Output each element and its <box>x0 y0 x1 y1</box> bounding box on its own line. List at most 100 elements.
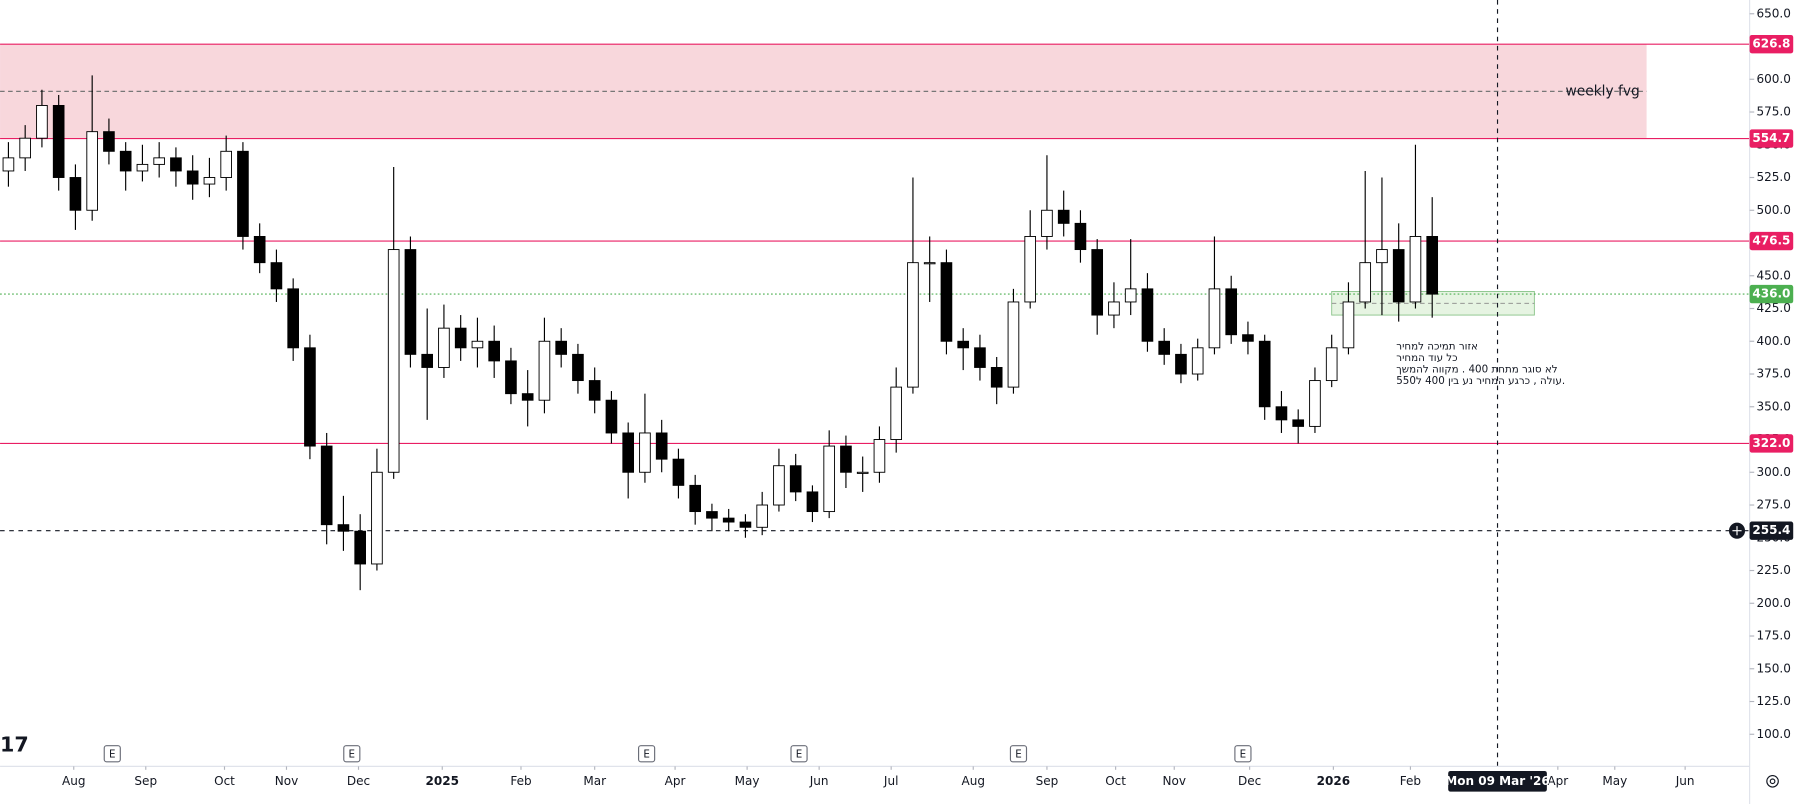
fvg-label: weekly fvg <box>1566 83 1640 99</box>
candle-body <box>957 340 970 349</box>
x-tick-label: Sep <box>1036 774 1059 788</box>
x-tick-label: Jun <box>1675 774 1695 788</box>
candle-body <box>521 393 534 401</box>
candle-body <box>1057 209 1070 224</box>
candle-body <box>538 340 551 401</box>
candle-body <box>1124 288 1137 303</box>
x-tick-label: Dec <box>347 774 370 788</box>
crosshair-x-label: Mon 09 Mar '26 <box>1445 774 1550 788</box>
candle-body <box>153 157 165 165</box>
earnings-label: E <box>1240 748 1247 760</box>
candle-body <box>655 432 668 460</box>
candle-body <box>739 521 752 528</box>
crosshair-y-label: 255.4 <box>1752 523 1790 537</box>
candle-body <box>907 262 919 388</box>
candle-body <box>103 131 115 152</box>
x-tick-label: Jun <box>809 774 829 788</box>
x-tick-label: May <box>1602 774 1627 788</box>
x-tick-label: Oct <box>214 774 235 788</box>
level-label: 322.0 <box>1752 436 1790 450</box>
level-label: 554.7 <box>1752 131 1790 145</box>
candle-body <box>1225 288 1238 336</box>
candle-body <box>1426 236 1439 295</box>
earnings-marker <box>638 745 656 763</box>
earnings-label: E <box>1015 748 1022 760</box>
level-badge <box>1749 34 1794 54</box>
earnings-label: E <box>796 748 803 760</box>
x-tick-label: 2025 <box>426 774 460 788</box>
level-label: 626.8 <box>1752 37 1790 51</box>
candle-body <box>1024 236 1037 303</box>
y-tick-label: 500.0 <box>1756 203 1790 217</box>
candle-body <box>1376 249 1388 264</box>
candle-body <box>1208 288 1221 349</box>
y-tick-label: 175.0 <box>1756 629 1790 643</box>
annotation-text: לא סוגר מתחת 400 . מקווה להמשך <box>1396 363 1558 375</box>
earnings-marker <box>790 745 808 763</box>
level-label: 476.5 <box>1752 234 1790 248</box>
candle-body <box>806 491 819 513</box>
candle-body <box>421 353 434 368</box>
candle-body <box>320 445 333 526</box>
candle-body <box>1191 347 1204 375</box>
candle-body <box>136 163 149 172</box>
candle-body <box>1141 288 1154 342</box>
candle-body <box>789 465 802 493</box>
candle-body <box>86 131 98 211</box>
x-tick-label: Aug <box>62 774 86 788</box>
earnings-marker <box>1234 745 1252 763</box>
candle-body <box>1392 249 1405 303</box>
candle-body <box>856 471 869 474</box>
level-badge <box>1749 129 1794 148</box>
candle-body <box>672 458 685 486</box>
annotation-text: אזור תמיכה למחיר <box>1396 340 1478 352</box>
earnings-label: E <box>109 748 116 760</box>
candle-body <box>52 104 65 178</box>
candle-body <box>438 327 450 368</box>
candle-body <box>1309 380 1321 427</box>
candle-body <box>2 157 15 172</box>
settings-icon-core <box>1769 778 1776 785</box>
candle-body <box>1041 209 1053 237</box>
y-tick-label: 200.0 <box>1756 596 1790 610</box>
earnings-marker <box>103 745 121 763</box>
candle-body <box>1242 334 1254 342</box>
y-tick-label: 525.0 <box>1756 170 1790 184</box>
candle-body <box>840 445 852 473</box>
candle-body <box>1258 340 1271 408</box>
candle-body <box>940 262 953 342</box>
x-tick-label: Jul <box>883 774 899 788</box>
candle-body <box>873 439 886 473</box>
candle-body <box>923 262 936 265</box>
candle-body <box>253 236 266 264</box>
candle-body <box>170 157 182 172</box>
candle-body <box>19 137 31 159</box>
candle-body <box>622 432 635 473</box>
y-tick-label: 375.0 <box>1756 367 1790 381</box>
candle-body <box>974 347 986 368</box>
settings-icon[interactable] <box>1766 774 1779 788</box>
x-tick-label: Nov <box>1163 774 1186 788</box>
x-tick-label: Apr <box>665 774 686 788</box>
candle-body <box>186 170 199 185</box>
earnings-label: E <box>643 748 650 760</box>
x-tick-label: Aug <box>961 774 985 788</box>
y-tick-label: 450.0 <box>1756 268 1790 282</box>
candle-body <box>505 360 517 395</box>
y-tick-label: 225.0 <box>1756 563 1790 577</box>
candle-body <box>1292 419 1305 427</box>
candle-body <box>1275 406 1288 421</box>
x-tick-label: Mar <box>583 774 606 788</box>
candle-body <box>1091 249 1104 316</box>
candle-body <box>404 249 417 355</box>
candle-body <box>237 150 249 237</box>
y-tick-label: 125.0 <box>1756 694 1790 708</box>
y-tick-label: 425.0 <box>1756 301 1790 315</box>
candle-body <box>890 386 903 440</box>
candle-body <box>773 465 785 506</box>
x-tick-label: Apr <box>1547 774 1568 788</box>
candle-body <box>1158 340 1171 355</box>
y-tick-label: 575.0 <box>1756 105 1790 119</box>
annotation-text: כל עוד המחיר <box>1396 352 1457 364</box>
